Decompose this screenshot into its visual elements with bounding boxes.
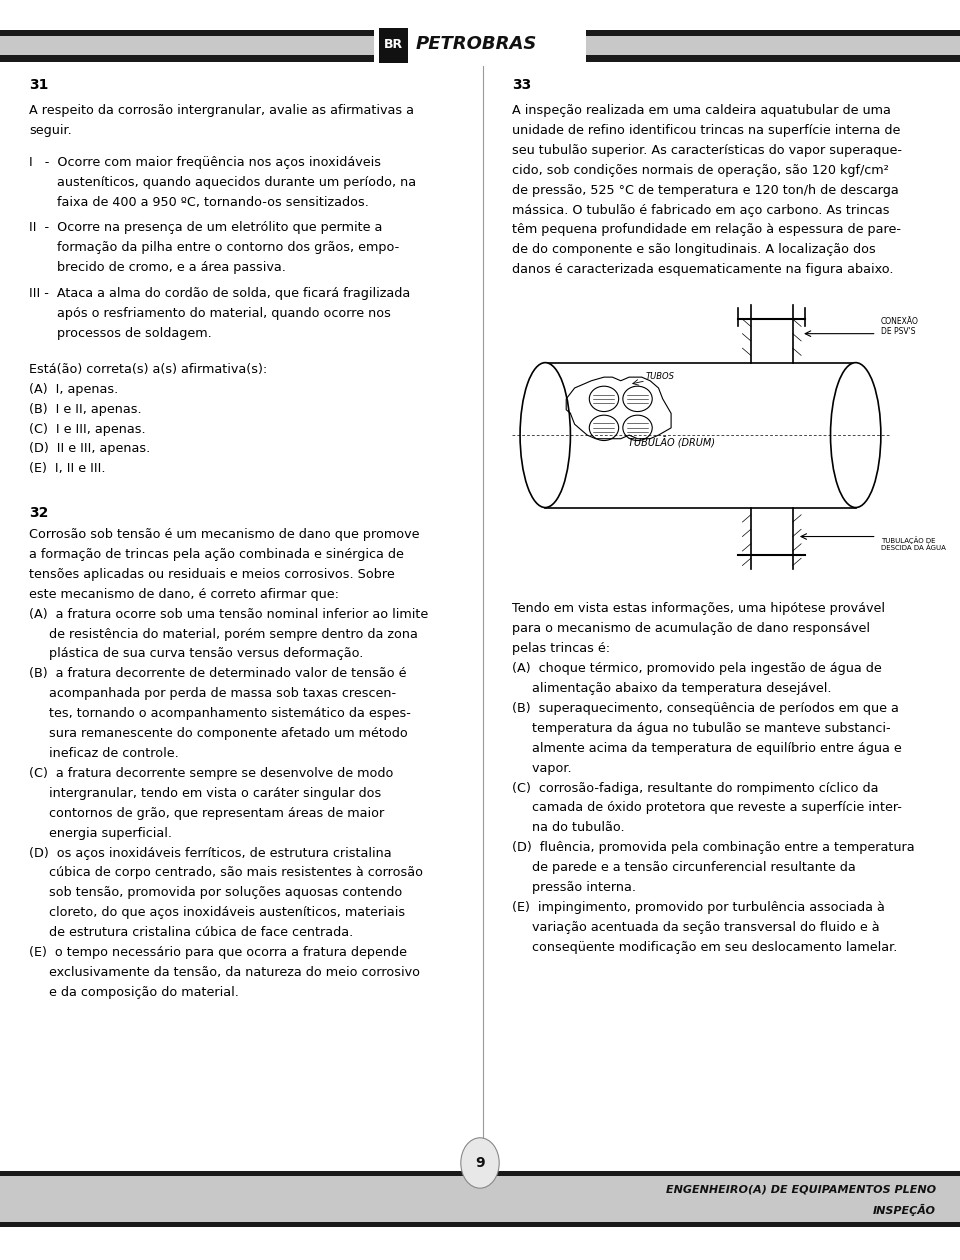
- Text: (C)  I e III, apenas.: (C) I e III, apenas.: [29, 422, 145, 436]
- Text: plástica de sua curva tensão versus deformação.: plástica de sua curva tensão versus defo…: [29, 648, 363, 660]
- Text: CONEXÃO
DE PSV'S: CONEXÃO DE PSV'S: [881, 316, 919, 336]
- Text: mássica. O tubulão é fabricado em aço carbono. As trincas: mássica. O tubulão é fabricado em aço ca…: [512, 204, 889, 217]
- Text: tensões aplicadas ou residuais e meios corrosivos. Sobre: tensões aplicadas ou residuais e meios c…: [29, 568, 395, 581]
- Text: cúbica de corpo centrado, são mais resistentes à corrosão: cúbica de corpo centrado, são mais resis…: [29, 867, 422, 879]
- Circle shape: [589, 415, 618, 441]
- Bar: [545, 363, 855, 508]
- Text: na do tubulão.: na do tubulão.: [512, 822, 624, 834]
- Text: BR: BR: [384, 38, 403, 50]
- Text: (A)  a fratura ocorre sob uma tensão nominal inferior ao limite: (A) a fratura ocorre sob uma tensão nomi…: [29, 607, 428, 621]
- Text: energia superficial.: energia superficial.: [29, 827, 172, 839]
- Bar: [374, 25, 586, 66]
- Text: brecido de cromo, e a área passiva.: brecido de cromo, e a área passiva.: [29, 261, 286, 275]
- Text: alimentação abaixo da temperatura desejável.: alimentação abaixo da temperatura desejá…: [512, 682, 831, 696]
- Text: exclusivamente da tensão, da natureza do meio corrosivo: exclusivamente da tensão, da natureza do…: [29, 966, 420, 979]
- Text: (B)  a fratura decorrente de determinado valor de tensão é: (B) a fratura decorrente de determinado …: [29, 668, 406, 680]
- Bar: [0, 55, 960, 62]
- Text: temperatura da água no tubulão se manteve substanci-: temperatura da água no tubulão se mantev…: [512, 722, 890, 735]
- Text: (E)  I, II e III.: (E) I, II e III.: [29, 462, 106, 475]
- Text: TUBOS: TUBOS: [646, 372, 675, 381]
- Text: cloreto, do que aços inoxidáveis austeníticos, materiais: cloreto, do que aços inoxidáveis austení…: [29, 906, 405, 920]
- Text: (C)  a fratura decorrente sempre se desenvolve de modo: (C) a fratura decorrente sempre se desen…: [29, 767, 394, 780]
- Text: PETROBRAS: PETROBRAS: [416, 35, 537, 53]
- Circle shape: [623, 415, 652, 441]
- Text: (D)  fluência, promovida pela combinação entre a temperatura: (D) fluência, promovida pela combinação …: [512, 842, 914, 854]
- Text: camada de óxido protetora que reveste a superfície inter-: camada de óxido protetora que reveste a …: [512, 801, 901, 814]
- Text: pelas trincas é:: pelas trincas é:: [512, 643, 610, 655]
- Text: (D)  os aços inoxidáveis ferríticos, de estrutura cristalina: (D) os aços inoxidáveis ferríticos, de e…: [29, 847, 392, 859]
- Bar: [0, 29, 960, 35]
- Text: faixa de 400 a 950 ºC, tornando-os sensitizados.: faixa de 400 a 950 ºC, tornando-os sensi…: [29, 195, 369, 209]
- Circle shape: [589, 386, 618, 412]
- Text: após o resfriamento do material, quando ocorre nos: após o resfriamento do material, quando …: [29, 307, 391, 320]
- Bar: [379, 28, 408, 63]
- Circle shape: [623, 386, 652, 412]
- Ellipse shape: [830, 363, 881, 508]
- Text: processos de soldagem.: processos de soldagem.: [29, 328, 211, 340]
- Text: conseqüente modificação em seu deslocamento lamelar.: conseqüente modificação em seu deslocame…: [512, 941, 897, 954]
- Text: seguir.: seguir.: [29, 123, 72, 137]
- Text: A respeito da corrosão intergranular, avalie as afirmativas a: A respeito da corrosão intergranular, av…: [29, 105, 414, 117]
- Text: de resistência do material, porém sempre dentro da zona: de resistência do material, porém sempre…: [29, 627, 418, 640]
- Text: almente acima da temperatura de equilíbrio entre água e: almente acima da temperatura de equilíbr…: [512, 742, 901, 755]
- Bar: [0, 1222, 960, 1227]
- Text: a formação de trincas pela ação combinada e sinérgica de: a formação de trincas pela ação combinad…: [29, 548, 403, 561]
- Text: Tendo em vista estas informações, uma hipótese provável: Tendo em vista estas informações, uma hi…: [512, 602, 885, 615]
- Text: austeníticos, quando aquecidos durante um período, na: austeníticos, quando aquecidos durante u…: [29, 175, 416, 189]
- Text: sura remanescente do componente afetado um método: sura remanescente do componente afetado …: [29, 727, 408, 740]
- Text: (A)  I, apenas.: (A) I, apenas.: [29, 383, 118, 396]
- Text: vapor.: vapor.: [512, 761, 571, 775]
- Text: de parede e a tensão circunferencial resultante da: de parede e a tensão circunferencial res…: [512, 861, 855, 874]
- Text: de do componente e são longitudinais. A localização dos: de do componente e são longitudinais. A …: [512, 243, 876, 256]
- Text: (A)  choque térmico, promovido pela ingestão de água de: (A) choque térmico, promovido pela inges…: [512, 662, 881, 675]
- Text: acompanhada por perda de massa sob taxas crescen-: acompanhada por perda de massa sob taxas…: [29, 687, 396, 701]
- Text: intergranular, tendo em vista o caráter singular dos: intergranular, tendo em vista o caráter …: [29, 786, 381, 800]
- Text: pressão interna.: pressão interna.: [512, 881, 636, 895]
- Text: variação acentuada da seção transversal do fluido e à: variação acentuada da seção transversal …: [512, 921, 879, 934]
- Text: ineficaz de controle.: ineficaz de controle.: [29, 747, 179, 760]
- Text: 31: 31: [29, 78, 48, 92]
- Text: formação da pilha entre o contorno dos grãos, empo-: formação da pilha entre o contorno dos g…: [29, 242, 399, 255]
- Text: de pressão, 525 °C de temperatura e 120 ton/h de descarga: de pressão, 525 °C de temperatura e 120 …: [512, 184, 899, 197]
- Ellipse shape: [520, 363, 570, 508]
- Text: II  -  Ocorre na presença de um eletrólito que permite a: II - Ocorre na presença de um eletrólito…: [29, 222, 382, 234]
- Text: 33: 33: [512, 78, 531, 92]
- Text: 9: 9: [475, 1155, 485, 1171]
- Text: unidade de refino identificou trincas na superfície interna de: unidade de refino identificou trincas na…: [512, 123, 900, 137]
- Text: (E)  impingimento, promovido por turbulência associada à: (E) impingimento, promovido por turbulên…: [512, 901, 884, 914]
- Text: INSPEÇÃO: INSPEÇÃO: [873, 1203, 936, 1216]
- Text: Corrosão sob tensão é um mecanismo de dano que promove: Corrosão sob tensão é um mecanismo de da…: [29, 528, 420, 541]
- Text: cido, sob condições normais de operação, são 120 kgf/cm²: cido, sob condições normais de operação,…: [512, 164, 889, 176]
- Circle shape: [461, 1138, 499, 1188]
- Text: têm pequena profundidade em relação à espessura de pare-: têm pequena profundidade em relação à es…: [512, 223, 900, 237]
- Text: este mecanismo de dano, é correto afirmar que:: este mecanismo de dano, é correto afirma…: [29, 587, 339, 601]
- Text: TUBULAÇÃO DE
DESCIDA DA ÁGUA: TUBULAÇÃO DE DESCIDA DA ÁGUA: [881, 536, 946, 552]
- Text: III -  Ataca a alma do cordão de solda, que ficará fragilizada: III - Ataca a alma do cordão de solda, q…: [29, 287, 410, 300]
- Text: (E)  o tempo necessário para que ocorra a fratura depende: (E) o tempo necessário para que ocorra a…: [29, 946, 407, 959]
- Text: Está(ão) correta(s) a(s) afirmativa(s):: Está(ão) correta(s) a(s) afirmativa(s):: [29, 363, 267, 375]
- Text: (C)  corrosão-fadiga, resultante do rompimento cíclico da: (C) corrosão-fadiga, resultante do rompi…: [512, 781, 878, 795]
- Bar: [0, 29, 960, 62]
- Text: ENGENHEIRO(A) DE EQUIPAMENTOS PLENO: ENGENHEIRO(A) DE EQUIPAMENTOS PLENO: [666, 1184, 936, 1194]
- Text: (B)  superaquecimento, conseqüência de períodos em que a: (B) superaquecimento, conseqüência de pe…: [512, 702, 899, 714]
- Text: sob tensão, promovida por soluções aquosas contendo: sob tensão, promovida por soluções aquos…: [29, 886, 402, 900]
- Text: A inspeção realizada em uma caldeira aquatubular de uma: A inspeção realizada em uma caldeira aqu…: [512, 105, 891, 117]
- Text: danos é caracterizada esquematicamente na figura abaixo.: danos é caracterizada esquematicamente n…: [512, 263, 893, 276]
- Bar: [0, 1176, 960, 1222]
- Bar: [0, 1171, 960, 1176]
- Text: TUBULÃO (DRUM): TUBULÃO (DRUM): [628, 437, 714, 449]
- Text: (D)  II e III, apenas.: (D) II e III, apenas.: [29, 442, 150, 455]
- Text: e da composição do material.: e da composição do material.: [29, 985, 239, 999]
- Text: I   -  Ocorre com maior freqüência nos aços inoxidáveis: I - Ocorre com maior freqüência nos aços…: [29, 156, 381, 169]
- Text: (B)  I e II, apenas.: (B) I e II, apenas.: [29, 403, 141, 416]
- Text: tes, tornando o acompanhamento sistemático da espes-: tes, tornando o acompanhamento sistemáti…: [29, 707, 411, 721]
- Text: seu tubulão superior. As características do vapor superaque-: seu tubulão superior. As características…: [512, 144, 901, 156]
- Text: de estrutura cristalina cúbica de face centrada.: de estrutura cristalina cúbica de face c…: [29, 926, 353, 939]
- Text: para o mecanismo de acumulação de dano responsável: para o mecanismo de acumulação de dano r…: [512, 622, 870, 635]
- Text: 32: 32: [29, 507, 48, 520]
- Text: contornos de grão, que representam áreas de maior: contornos de grão, que representam áreas…: [29, 806, 384, 820]
